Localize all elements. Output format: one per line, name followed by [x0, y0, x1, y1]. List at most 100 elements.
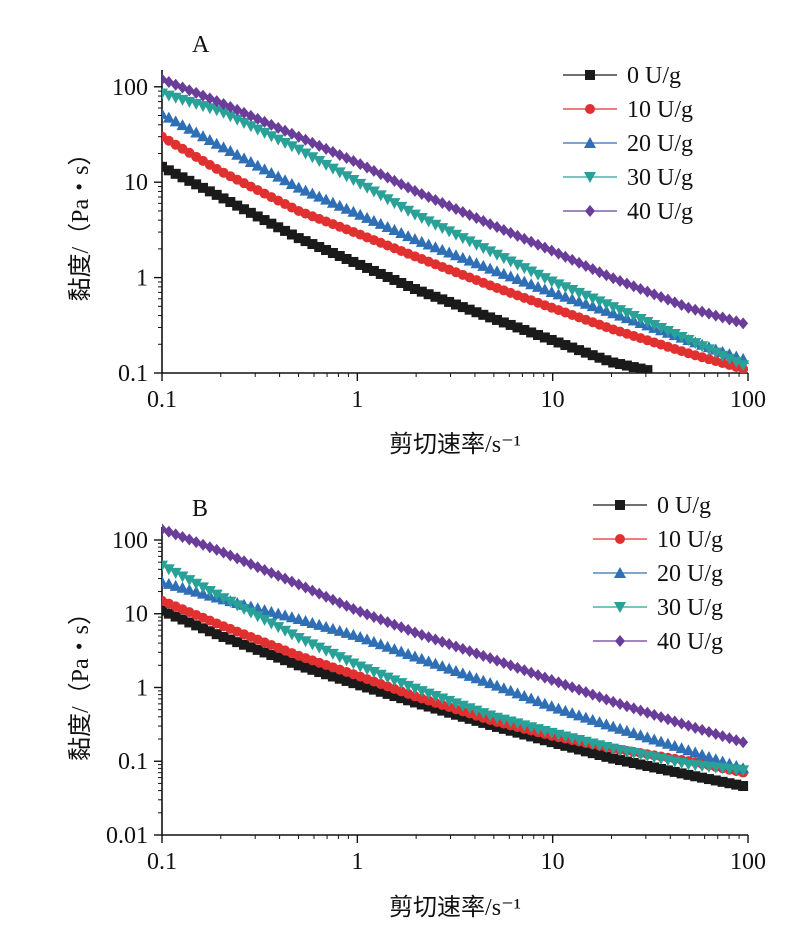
data-point [635, 363, 646, 373]
data-point [538, 283, 551, 295]
data-point [586, 293, 599, 305]
data-point [449, 249, 462, 261]
data-point [293, 233, 304, 244]
data-point [545, 276, 558, 288]
data-point [470, 257, 483, 269]
data-point [456, 667, 469, 679]
data-point [177, 614, 188, 625]
data-point [716, 350, 729, 362]
data-point [381, 220, 394, 232]
data-point [374, 669, 387, 681]
data-point [683, 719, 694, 732]
data-point [533, 329, 544, 340]
data-point [628, 702, 639, 715]
data-point [587, 748, 598, 759]
data-point [545, 286, 558, 298]
data-point [703, 307, 714, 320]
data-point [444, 707, 455, 718]
data-point [512, 322, 523, 333]
data-point [184, 175, 195, 186]
data-point [615, 698, 626, 711]
data-point [354, 208, 367, 220]
data-point [299, 148, 312, 160]
data-point [463, 254, 476, 266]
legend-marker [614, 567, 626, 578]
data-point [553, 738, 564, 749]
data-point [498, 723, 509, 734]
series-0-U-g [162, 605, 749, 792]
data-point [457, 302, 468, 313]
y-tick-label: 100 [112, 528, 148, 554]
data-point [348, 256, 359, 267]
data-point [327, 671, 338, 682]
data-point [642, 760, 653, 771]
data-point [423, 289, 434, 300]
data-point [408, 209, 421, 221]
data-point [258, 614, 271, 626]
data-point [497, 267, 510, 279]
data-point [608, 695, 619, 708]
data-point [559, 704, 572, 716]
data-point [245, 642, 256, 653]
legend-marker [615, 534, 625, 544]
data-point [525, 692, 538, 704]
data-point [217, 593, 230, 605]
legend-marker [585, 70, 595, 80]
data-point [710, 309, 721, 322]
data-point [389, 274, 400, 285]
data-point [279, 174, 292, 186]
x-axis-title: 剪切速率/s⁻¹ [389, 894, 521, 921]
data-point [354, 178, 367, 190]
data-point [456, 251, 469, 263]
data-point [567, 742, 578, 753]
data-point [333, 199, 346, 211]
data-point [285, 611, 298, 623]
data-point [574, 345, 585, 356]
data-point [163, 608, 174, 619]
data-point [573, 709, 586, 721]
x-tick-label: 0.1 [147, 849, 177, 875]
data-point [321, 669, 332, 680]
data-point [252, 644, 263, 655]
data-point [169, 115, 182, 127]
data-point [347, 658, 360, 670]
data-point [381, 640, 394, 652]
data-point [566, 285, 579, 297]
y-tick-label: 100 [112, 75, 148, 101]
data-point [504, 684, 517, 696]
data-point [280, 225, 291, 236]
data-point [177, 172, 188, 183]
data-point [614, 305, 627, 317]
data-point [191, 620, 202, 631]
data-point [430, 703, 441, 714]
data-point [519, 324, 530, 335]
data-point [669, 715, 680, 728]
data-point [341, 253, 352, 264]
data-point [642, 365, 653, 373]
data-point [320, 620, 333, 632]
data-point [559, 290, 572, 302]
data-point [656, 763, 667, 774]
y-tick-label: 0.1 [118, 749, 148, 775]
data-point [389, 691, 400, 702]
data-point [231, 148, 244, 160]
data-point [737, 360, 750, 372]
data-point [526, 731, 537, 742]
data-point [183, 583, 196, 595]
data-point [272, 622, 285, 634]
data-point [689, 338, 702, 350]
x-tick-label: 100 [730, 849, 766, 875]
data-point [306, 187, 319, 199]
data-point [231, 600, 244, 612]
data-point [279, 609, 292, 621]
data-point [579, 711, 592, 723]
data-point [505, 319, 516, 330]
legend-label: 0 U/g [657, 493, 711, 519]
data-point [717, 311, 728, 324]
data-point [477, 243, 490, 255]
data-point [655, 323, 668, 335]
data-point [539, 332, 550, 343]
data-point [258, 127, 271, 139]
data-point [437, 294, 448, 305]
data-point [375, 686, 386, 697]
